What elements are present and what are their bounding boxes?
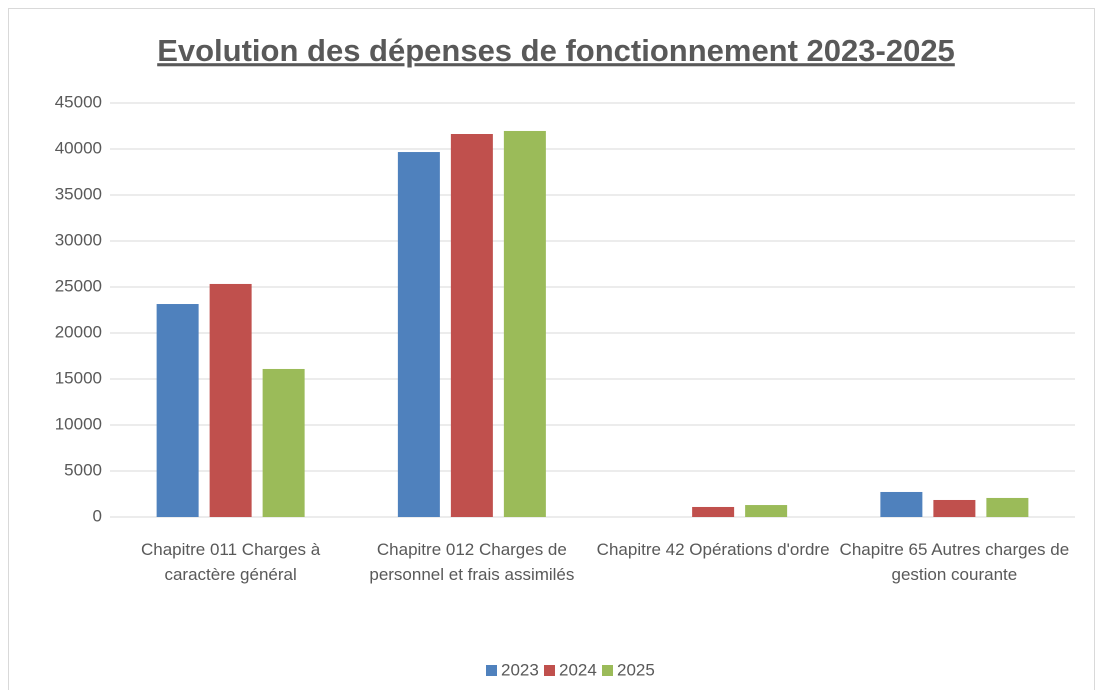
y-tick-label: 10000 (55, 414, 102, 433)
legend-swatch (602, 665, 613, 676)
x-tick-label: Chapitre 65 Autres charges de gestion co… (839, 540, 1070, 584)
legend-swatch (486, 665, 497, 676)
y-tick-label: 40000 (55, 138, 102, 157)
bar (209, 283, 252, 517)
y-tick-label: 35000 (55, 184, 102, 203)
legend-label: 2024 (559, 660, 597, 679)
x-tick-label: Chapitre 011 Charges à caractère général (141, 540, 321, 584)
bar (156, 304, 199, 517)
bar (397, 152, 440, 517)
bar (503, 130, 546, 517)
chart-title: Evolution des dépenses de fonctionnement… (157, 33, 955, 68)
y-tick-label: 5000 (64, 460, 102, 479)
bar (933, 499, 976, 517)
x-tick-label: Chapitre 012 Charges de personnel et fra… (369, 540, 575, 584)
y-tick-label: 20000 (55, 322, 102, 341)
chart-border (8, 8, 1095, 690)
legend-label: 2023 (501, 660, 539, 679)
bar (450, 134, 493, 517)
legend-label: 2025 (617, 660, 655, 679)
y-tick-label: 30000 (55, 230, 102, 249)
y-tick-label: 45000 (55, 92, 102, 111)
bar (745, 505, 788, 517)
bar (880, 491, 923, 517)
y-tick-label: 0 (93, 506, 102, 525)
bar (692, 506, 735, 517)
x-tick-label: Chapitre 42 Opérations d'ordre (596, 540, 830, 559)
bar (262, 368, 305, 517)
legend-swatch (544, 665, 555, 676)
y-tick-label: 25000 (55, 276, 102, 295)
bar (986, 497, 1029, 517)
y-tick-label: 15000 (55, 368, 102, 387)
